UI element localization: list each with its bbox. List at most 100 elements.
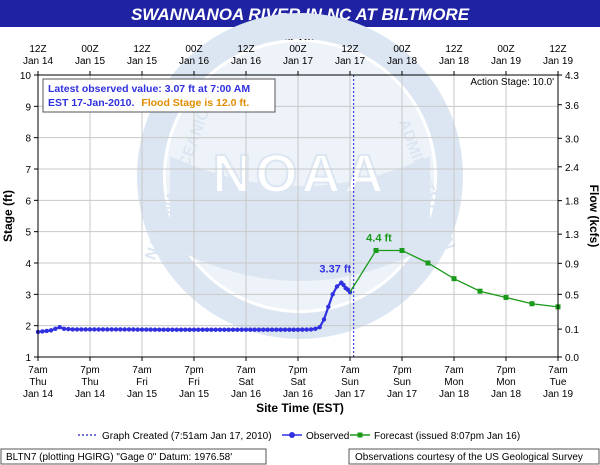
observed-point	[239, 327, 244, 332]
bottom-tick-date: Jan 14	[23, 389, 53, 400]
bottom-tick-date: Jan 16	[231, 389, 261, 400]
observed-point	[183, 327, 188, 332]
observed-point	[139, 327, 145, 332]
watermark-noaa-text: NOAA	[213, 144, 388, 204]
bottom-tick-time: 7am	[28, 365, 47, 376]
top-tick-label: 12Z	[237, 44, 254, 55]
observed-point	[100, 327, 106, 332]
bottom-tick-time: 7am	[444, 365, 463, 376]
observed-point	[152, 327, 158, 332]
observed-point	[274, 327, 279, 332]
forecast-peak-label: 4.4 ft	[366, 232, 392, 244]
bottom-tick-day: Sun	[393, 377, 411, 388]
top-tick-label: 00Z	[289, 44, 306, 55]
left-axis-title: Stage (ft)	[1, 190, 15, 242]
top-tick-date: Jan 17	[335, 56, 365, 67]
bottom-tick-day: Thu	[29, 377, 46, 388]
bottom-tick-day: Mon	[444, 377, 463, 388]
info-flood-stage: Flood Stage is 12.0 ft.	[141, 97, 249, 109]
top-tick-date: Jan 15	[127, 56, 157, 67]
observed-point	[334, 284, 340, 289]
observed-point	[161, 327, 166, 332]
right-tick-label: 0.0	[565, 353, 579, 364]
bottom-tick-time: 7pm	[392, 365, 411, 376]
top-tick-label: 00Z	[81, 44, 98, 55]
right-tick-label: 3.0	[565, 134, 579, 145]
left-tick-label: 4	[25, 259, 31, 270]
observed-point	[269, 327, 275, 332]
bottom-tick-date: Jan 18	[491, 389, 521, 400]
observed-point	[40, 329, 45, 334]
right-axis-ticks: 0.0 0.1 0.5 0.9 1.3 1.8 2.4 3.0 3.6 4.3	[558, 71, 579, 364]
bottom-tick-time: 7pm	[184, 365, 203, 376]
observed-point	[308, 327, 314, 332]
observed-point	[83, 327, 88, 332]
observed-point	[213, 327, 218, 332]
observed-point	[265, 327, 270, 332]
bottom-tick-day: Thu	[81, 377, 98, 388]
top-tick-label: 12Z	[341, 44, 358, 55]
bottom-tick-day: Fri	[136, 377, 148, 388]
top-tick-date: Jan 18	[439, 56, 469, 67]
observed-point	[317, 325, 322, 330]
legend-observed-marker	[289, 432, 295, 438]
observed-point	[70, 327, 75, 332]
left-tick-label: 5	[25, 228, 31, 239]
top-tick-label: 00Z	[185, 44, 202, 55]
right-tick-label: 4.3	[565, 71, 579, 82]
right-tick-label: 3.6	[565, 101, 579, 112]
top-tick-label: 12Z	[549, 44, 566, 55]
observed-point	[230, 327, 236, 332]
observed-point	[118, 327, 123, 332]
bottom-tick-date: Jan 17	[335, 389, 365, 400]
observed-point	[243, 327, 249, 332]
bottom-tick-date: Jan 16	[283, 389, 313, 400]
bottom-tick-time: 7am	[236, 365, 255, 376]
observed-point	[105, 327, 110, 332]
observed-point	[326, 304, 331, 310]
observed-point	[57, 325, 62, 330]
observed-peak-label: 3.37 ft	[319, 264, 351, 276]
right-tick-label: 0.5	[565, 290, 579, 301]
right-tick-label: 1.3	[565, 230, 579, 241]
forecast-point	[425, 260, 431, 266]
observed-point	[222, 327, 227, 332]
info-latest-value: Latest observed value: 3.07 ft at 7:00 A…	[48, 83, 250, 95]
legend-created-label: Graph Created (7:51am Jan 17, 2010)	[102, 431, 272, 442]
observed-point	[126, 327, 132, 332]
observed-point	[200, 327, 205, 332]
observed-point	[209, 327, 214, 332]
bottom-tick-day: Sun	[341, 377, 359, 388]
bottom-tick-date: Jan 15	[179, 389, 209, 400]
bottom-tick-time: 7pm	[288, 365, 307, 376]
left-tick-label: 9	[25, 102, 31, 113]
top-tick-date: Jan 19	[491, 56, 521, 67]
top-tick-label: 00Z	[393, 44, 410, 55]
observed-point	[204, 327, 210, 332]
observed-point	[217, 327, 223, 332]
legend-observed-label: Observed	[306, 431, 349, 442]
observed-point	[291, 327, 296, 332]
bottom-tick-time: 7am	[132, 365, 151, 376]
footer-left-box	[0, 448, 267, 465]
bottom-tick-time: 7pm	[80, 365, 99, 376]
observed-point	[96, 327, 101, 332]
observed-point	[235, 327, 240, 332]
right-tick-label: 0.1	[565, 325, 579, 336]
bottom-tick-time: 7pm	[496, 365, 515, 376]
bottom-tick-day: Tue	[550, 377, 567, 388]
info-line2: EST 17-Jan-2010. Flood Stage is 12.0 ft.	[48, 97, 249, 109]
observed-point	[196, 327, 201, 332]
bottom-tick-day: Mon	[496, 377, 515, 388]
info-box-frame	[42, 78, 276, 113]
left-axis-ticks: 1 2 3 4 5 6 7 8 9 10	[20, 71, 38, 364]
forecast-point	[529, 301, 535, 307]
action-stage-label: Action Stage: 10.0'	[470, 77, 554, 88]
observed-point	[135, 327, 140, 332]
observed-point	[131, 327, 136, 332]
observed-point	[226, 327, 231, 332]
top-tick-date: Jan 15	[75, 56, 105, 67]
observed-point	[187, 327, 192, 332]
observed-point	[321, 317, 327, 322]
